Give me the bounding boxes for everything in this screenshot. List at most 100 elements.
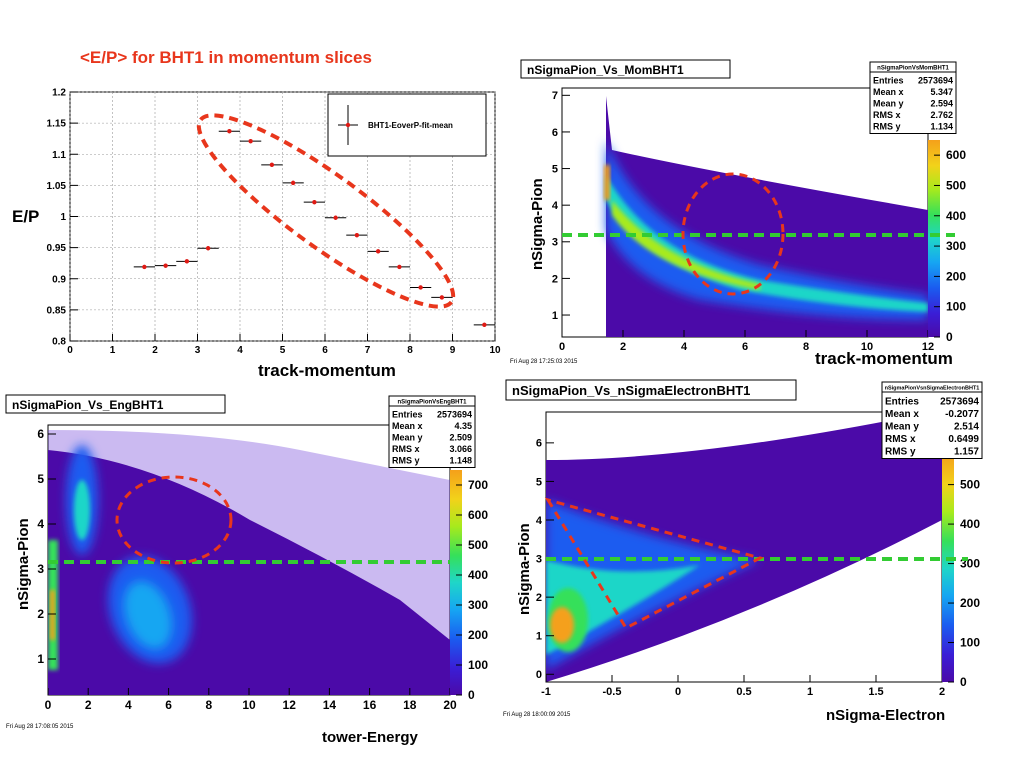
eng-ylabel: nSigma-Pion bbox=[15, 518, 32, 610]
y-tick-label: 6 bbox=[536, 438, 542, 450]
stats-box-frame bbox=[388, 395, 476, 468]
x-tick-label: 0.5 bbox=[736, 686, 751, 698]
stats-row-label: Mean y bbox=[873, 99, 904, 109]
mom-xlabel: track-momentum bbox=[815, 349, 953, 368]
x-tick-label: 18 bbox=[403, 698, 417, 712]
colorbar-tick-label: 700 bbox=[468, 478, 488, 492]
data-point bbox=[397, 264, 402, 270]
stats-row-value: 1.148 bbox=[449, 456, 472, 466]
stats-row-label: RMS y bbox=[392, 456, 420, 466]
y-tick-label: 5 bbox=[536, 476, 542, 488]
colorbar-tick-label: 100 bbox=[960, 636, 980, 650]
y-tick-label: 5 bbox=[552, 163, 558, 175]
stats-name: nSigmaPionVsEngBHT1 bbox=[397, 400, 467, 406]
data-point bbox=[290, 180, 296, 186]
data-point bbox=[205, 246, 211, 251]
stats-row-value: 2.594 bbox=[930, 99, 953, 109]
y-tick-label: 6 bbox=[37, 427, 44, 441]
colorbar-tick-label: 600 bbox=[468, 508, 488, 522]
x-tick-label: 4 bbox=[681, 341, 688, 353]
stats-row-label: RMS x bbox=[873, 110, 901, 120]
colorbar-tick-label: 300 bbox=[946, 239, 966, 253]
stats-row-value: 2.514 bbox=[954, 422, 979, 433]
x-tick-label: 6 bbox=[742, 341, 748, 353]
y-tick-label: 1.2 bbox=[52, 88, 66, 99]
y-tick-label: 5 bbox=[37, 472, 44, 486]
data-point bbox=[227, 129, 232, 134]
colorbar-tick-label: 600 bbox=[946, 148, 966, 162]
data-point bbox=[184, 259, 190, 264]
stats-row-value: 2573694 bbox=[437, 410, 472, 420]
stats-row-label: Mean y bbox=[885, 422, 919, 433]
stats-row-label: Entries bbox=[885, 397, 919, 408]
x-tick-label: 10 bbox=[242, 698, 256, 712]
data-point bbox=[163, 263, 168, 268]
mom-ylabel: nSigma-Pion bbox=[529, 178, 546, 270]
stats-name: nSigmaPionVsnSigmaElectronBHT1 bbox=[885, 386, 980, 392]
data-point bbox=[248, 138, 253, 144]
colorbar-tick-label: 100 bbox=[468, 658, 488, 672]
mom-colorbar-ticks: 010020030040050060000 bbox=[934, 85, 966, 344]
colorbar-tick-label: 500 bbox=[946, 178, 966, 192]
electron-heatmap bbox=[546, 412, 942, 682]
eng-panel: nSigmaPion_Vs_EngBHT1 0 2 4 6 8 10 12 14 16 18 201… bbox=[5, 394, 488, 746]
x-tick-label: 14 bbox=[323, 698, 337, 712]
data-point bbox=[269, 162, 275, 168]
x-tick-label: 1 bbox=[110, 345, 116, 356]
y-tick-label: 1 bbox=[536, 631, 542, 643]
x-tick-label: 8 bbox=[407, 345, 413, 356]
colorbar-tick-label: 0 bbox=[946, 330, 953, 344]
colorbar-tick-label: 500 bbox=[468, 538, 488, 552]
electron-ylabel: nSigma-Pion bbox=[516, 523, 533, 615]
x-tick-label: 5 bbox=[280, 345, 286, 356]
x-tick-label: -1 bbox=[541, 686, 551, 698]
y-tick-label: 3 bbox=[536, 553, 542, 565]
data-point bbox=[375, 249, 381, 254]
stats-row-label: Entries bbox=[873, 76, 904, 86]
colorbar-tick-label: 300 bbox=[468, 598, 488, 612]
mom-stats-box: nSigmaPionVsMomBHT1 Entries 2573694 Mean x 5… bbox=[869, 61, 957, 134]
slide-title: <E/P> for BHT1 in momentum slices bbox=[80, 48, 372, 67]
data-point bbox=[312, 199, 317, 205]
electron-colorbar bbox=[942, 455, 954, 682]
stats-row-label: Mean x bbox=[392, 421, 423, 431]
stats-row-value: 2573694 bbox=[940, 397, 979, 408]
x-tick-label: 9 bbox=[450, 345, 456, 356]
x-tick-label: 12 bbox=[283, 698, 297, 712]
colorbar-tick-label: 400 bbox=[468, 568, 488, 582]
stats-row-value: -0.2077 bbox=[945, 409, 979, 420]
x-tick-label: 6 bbox=[322, 345, 328, 356]
data-point bbox=[333, 215, 338, 220]
ep-annotation-ellipse bbox=[196, 113, 456, 309]
x-tick-label: -0.5 bbox=[603, 686, 622, 698]
colorbar-tick-label: 200 bbox=[960, 596, 980, 610]
y-tick-label: 6 bbox=[552, 127, 558, 139]
x-tick-label: 1.5 bbox=[868, 686, 883, 698]
eng-timestamp: Fri Aug 28 17:08:05 2015 bbox=[6, 724, 74, 730]
ep-legend-entry: BHT1-EoverP-fit-mean bbox=[368, 121, 453, 130]
data-point bbox=[354, 232, 360, 238]
eng-stats-box: nSigmaPionVsEngBHT1 Entries 2573694 Mean x 4… bbox=[388, 395, 476, 468]
x-tick-label: 3 bbox=[195, 345, 201, 356]
x-tick-label: 8 bbox=[803, 341, 809, 353]
y-tick-label: 4 bbox=[552, 200, 559, 212]
stats-name: nSigmaPionVsMomBHT1 bbox=[877, 66, 949, 72]
y-tick-label: 4 bbox=[536, 515, 543, 527]
electron-title: nSigmaPion_Vs_nSigmaElectronBHT1 bbox=[512, 383, 750, 398]
x-tick-label: 2 bbox=[152, 345, 158, 356]
stats-row-value: 3.066 bbox=[449, 444, 472, 454]
stats-row-value: 5.347 bbox=[930, 87, 953, 97]
x-tick-label: 10 bbox=[489, 345, 501, 356]
eng-annotation-ellipse bbox=[115, 475, 233, 565]
y-tick-label: 4 bbox=[37, 517, 44, 531]
mom-colorbar bbox=[928, 140, 940, 337]
electron-timestamp: Fri Aug 28 18:00:09 2015 bbox=[503, 712, 571, 718]
x-tick-label: 4 bbox=[237, 345, 243, 356]
data-point bbox=[418, 285, 423, 290]
stats-row-label: RMS x bbox=[885, 434, 916, 445]
y-tick-label: 1 bbox=[552, 310, 558, 322]
eng-colorbar bbox=[450, 470, 462, 695]
